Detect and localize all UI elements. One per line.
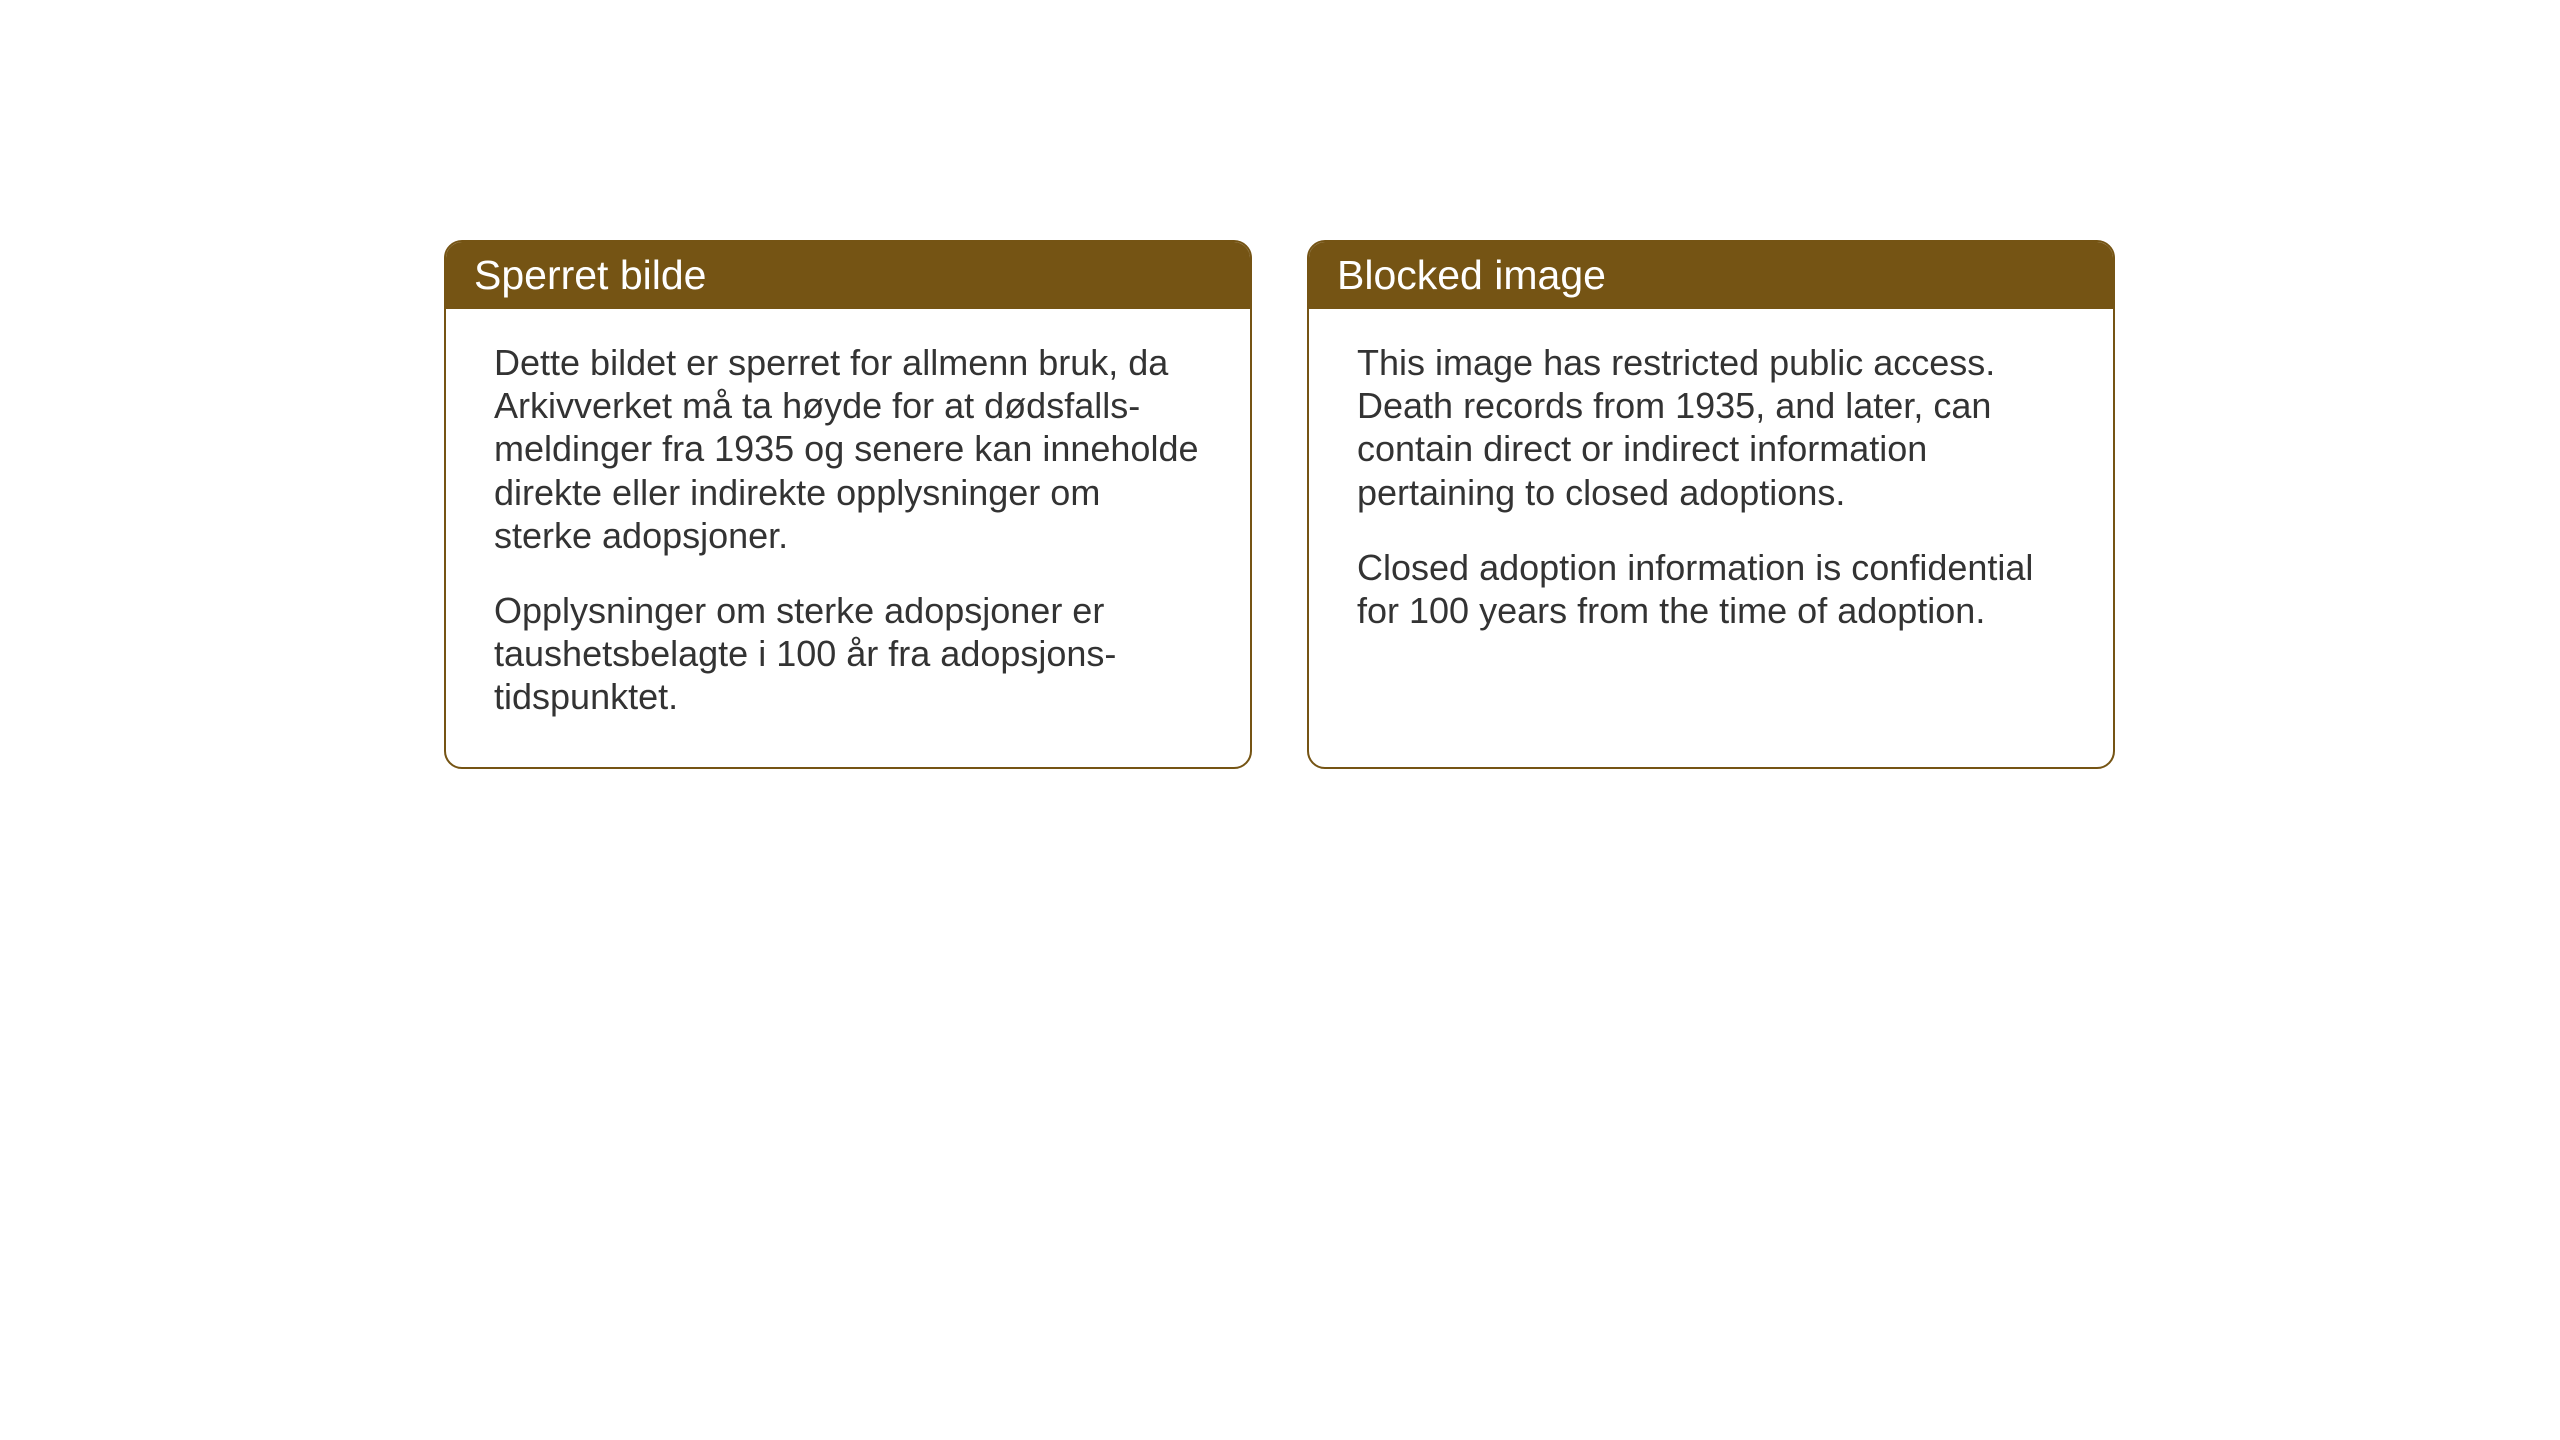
norwegian-card-title: Sperret bilde bbox=[446, 242, 1250, 309]
norwegian-card: Sperret bilde Dette bildet er sperret fo… bbox=[444, 240, 1252, 769]
cards-container: Sperret bilde Dette bildet er sperret fo… bbox=[444, 240, 2115, 769]
norwegian-paragraph-1: Dette bildet er sperret for allmenn bruk… bbox=[494, 341, 1202, 557]
norwegian-paragraph-2: Opplysninger om sterke adopsjoner er tau… bbox=[494, 589, 1202, 719]
english-paragraph-2: Closed adoption information is confident… bbox=[1357, 546, 2065, 632]
english-card: Blocked image This image has restricted … bbox=[1307, 240, 2115, 769]
norwegian-card-body: Dette bildet er sperret for allmenn bruk… bbox=[446, 309, 1250, 767]
english-paragraph-1: This image has restricted public access.… bbox=[1357, 341, 2065, 514]
english-card-body: This image has restricted public access.… bbox=[1309, 309, 2113, 680]
english-card-title: Blocked image bbox=[1309, 242, 2113, 309]
